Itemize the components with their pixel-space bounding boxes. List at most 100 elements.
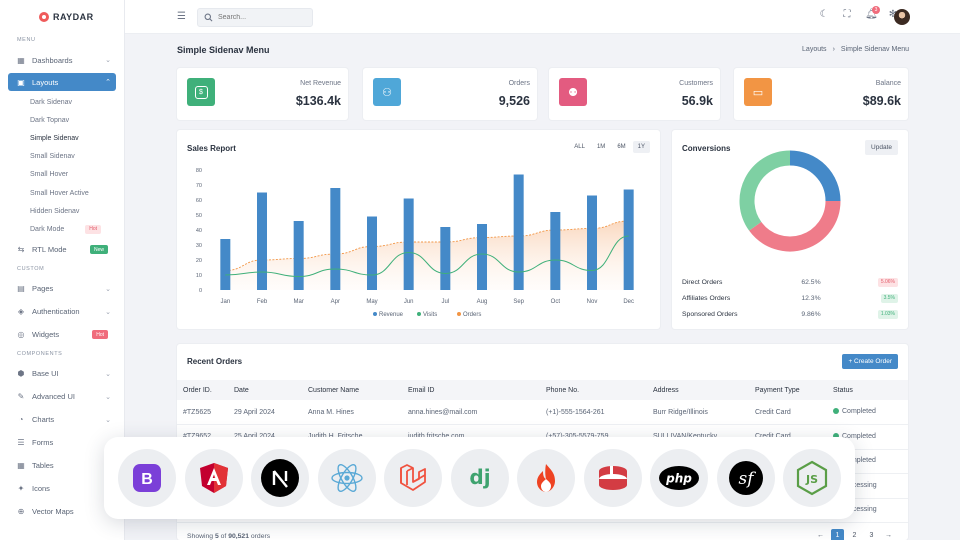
sidebar-item-tables[interactable]: ▦ Tables <box>0 455 124 477</box>
sidebar-subitem-dark-sidenav[interactable]: Dark Sidenav <box>0 93 124 111</box>
sales-chart: 0 10 20 30 40 50 60 70 80 Jan Feb Mar Apr May Jun Jul Au… <box>196 168 634 318</box>
page-1-button[interactable]: 1 <box>831 529 844 540</box>
legend-marker <box>373 312 377 316</box>
tech-stack-tray: B dj php sf JS <box>104 437 855 519</box>
brand-logo[interactable]: RAYDAR <box>0 0 124 34</box>
topbar-actions: ☾ ⛶ 🔔︎ 3 ✻ <box>819 6 898 20</box>
sidebar-item-label: Tables <box>32 461 54 470</box>
column-header[interactable]: Customer Name <box>308 380 408 400</box>
page-2-button[interactable]: 2 <box>852 532 857 539</box>
column-header[interactable]: Address <box>653 380 755 400</box>
table-row[interactable]: #TZ5625 29 April 2024 Anna M. Hines anna.hi… <box>177 400 908 425</box>
sidebar-item-label: Pages <box>32 284 54 293</box>
sidebar-item-widgets[interactable]: ◎ Widgets Hot <box>0 324 124 346</box>
svg-text:B: B <box>141 471 153 488</box>
sidebar-item-label: Vector Maps <box>32 507 74 516</box>
widgets-icon: ◎ <box>17 330 25 339</box>
sidebar-item-forms[interactable]: ☰ Forms <box>0 432 124 454</box>
sidebar-item-pages[interactable]: ▤ Pages ⌄ <box>0 278 124 300</box>
rtl-icon: ⇆ <box>17 245 25 254</box>
revenue-bar <box>477 224 487 290</box>
x-tick-label: Oct <box>551 299 561 305</box>
cell-text: Credit Card <box>755 433 791 440</box>
column-header[interactable]: Email ID <box>408 380 546 400</box>
stat-card-orders: ⚇ Orders 9,526 <box>363 68 537 120</box>
search-input[interactable] <box>218 14 306 21</box>
pagination: ← 1 2 3 → <box>814 529 895 540</box>
sidebar-subitem-small-hover-active[interactable]: Small Hover Active <box>0 184 124 202</box>
sidebar-subitem-label: Dark Topnav <box>30 116 70 124</box>
conversion-label: Sponsored Orders <box>682 310 738 318</box>
sidebar-subitem-hidden-sidenav[interactable]: Hidden Sidenav <box>0 202 124 220</box>
settings-gear-icon[interactable]: ✻ <box>888 9 898 20</box>
sidebar-subitem-dark-mode[interactable]: Dark Mode Hot <box>0 220 124 238</box>
column-header[interactable]: Phone No. <box>546 380 653 400</box>
column-header[interactable]: Order ID. <box>177 380 234 400</box>
cell-text: 25 April 2024 <box>234 433 275 440</box>
fullscreen-icon[interactable]: ⛶ <box>843 9 851 20</box>
table-icon: ▦ <box>17 461 25 470</box>
column-header[interactable]: Payment Type <box>755 380 833 400</box>
cell-text: (+57)-305-5579-759 <box>546 433 608 440</box>
column-header[interactable]: Status <box>833 380 908 400</box>
breadcrumb-separator: › <box>832 46 835 53</box>
search-box[interactable] <box>197 8 313 27</box>
sidebar-item-base-ui[interactable]: ⬢ Base UI ⌄ <box>0 363 124 385</box>
sidebar-subitem-label: Dark Mode <box>30 225 65 233</box>
cell-text: Burr Ridge/Illinois <box>653 408 708 416</box>
orders-area <box>225 221 629 290</box>
breadcrumb-layouts[interactable]: Layouts <box>802 46 827 53</box>
sidebar-item-vector-maps[interactable]: ⊕ Vector Maps <box>0 501 124 523</box>
x-tick-label: Feb <box>257 299 268 305</box>
range-1y-button[interactable]: 1Y <box>632 141 650 153</box>
sales-report-card: Sales Report ALL 1M 6M 1Y 0 10 20 30 40 50 60 7… <box>177 130 660 329</box>
prev-page-button[interactable]: ← <box>817 532 824 539</box>
chevron-down-icon: ⌄ <box>105 416 111 424</box>
conversion-label: Direct Orders <box>682 278 723 286</box>
sidebar-subitem-small-hover[interactable]: Small Hover <box>0 166 124 184</box>
stat-label: Net Revenue <box>300 80 341 87</box>
sidebar-item-charts[interactable]: ◔ Charts ⌄ <box>0 409 124 431</box>
sidebar-item-icons[interactable]: ✦ Icons <box>0 478 124 500</box>
range-6m-button[interactable]: 6M <box>612 141 631 153</box>
cell-text: #TZ5625 <box>183 408 212 416</box>
cell-text: #TZ9652 <box>183 433 211 440</box>
range-1m-button[interactable]: 1M <box>591 141 611 153</box>
conversions-title: Conversions <box>682 144 731 153</box>
sidebar-item-layouts[interactable]: ▣ Layouts ⌃ <box>8 73 116 91</box>
sidebar-subitem-small-sidenav[interactable]: Small Sidenav <box>0 148 124 166</box>
legend-label: Orders <box>463 312 481 318</box>
conversions-card: Conversions Update Direct Orders 62.5% 5… <box>672 130 908 329</box>
new-badge: New <box>89 245 108 254</box>
sidebar-subitem-simple-sidenav[interactable]: Simple Sidenav <box>0 129 124 147</box>
section-menu: MENU <box>17 37 36 43</box>
sidebar-item-label: Layouts <box>32 77 59 87</box>
showing-suffix: orders <box>249 533 271 540</box>
avatar[interactable] <box>894 9 910 25</box>
page-3-button[interactable]: 3 <box>869 532 874 539</box>
column-header[interactable]: Date <box>234 380 308 400</box>
menu-toggle-icon[interactable]: ☰ <box>177 11 186 22</box>
laravel-logo-icon <box>384 449 442 507</box>
sidebar-item-dashboards[interactable]: ▦ Dashboards ⌄ <box>0 49 124 71</box>
table-cell: anna.hines@mail.com <box>408 400 546 425</box>
section-components: COMPONENTS <box>17 350 63 357</box>
create-order-button[interactable]: + Create Order <box>842 354 898 369</box>
change-badge: 3.5% <box>880 293 898 303</box>
bell-icon[interactable]: 🔔︎ 3 <box>865 6 880 20</box>
donut-segment <box>739 150 791 231</box>
sidebar-item-advanced-ui[interactable]: ✎ Advanced UI ⌄ <box>0 386 124 408</box>
section-custom: CUSTOM <box>17 265 45 272</box>
sidebar-subitem-dark-topnav[interactable]: Dark Topnav <box>0 111 124 129</box>
sidebar-item-authentication[interactable]: ◈ Authentication ⌄ <box>0 301 124 323</box>
range-all-button[interactable]: ALL <box>569 141 590 153</box>
cube-icon: ⬢ <box>17 369 25 378</box>
search-icon <box>204 13 213 22</box>
update-button[interactable]: Update <box>865 140 898 155</box>
conversion-value: 62.5% <box>801 278 821 286</box>
stat-card-net-revenue: $ Net Revenue $136.4k <box>177 68 348 120</box>
moon-icon[interactable]: ☾ <box>819 9 829 20</box>
next-page-button[interactable]: → <box>885 532 892 539</box>
sidebar-item-label: Dashboards <box>32 55 73 65</box>
sidebar-item-rtl-mode[interactable]: ⇆ RTL Mode New <box>0 239 124 261</box>
